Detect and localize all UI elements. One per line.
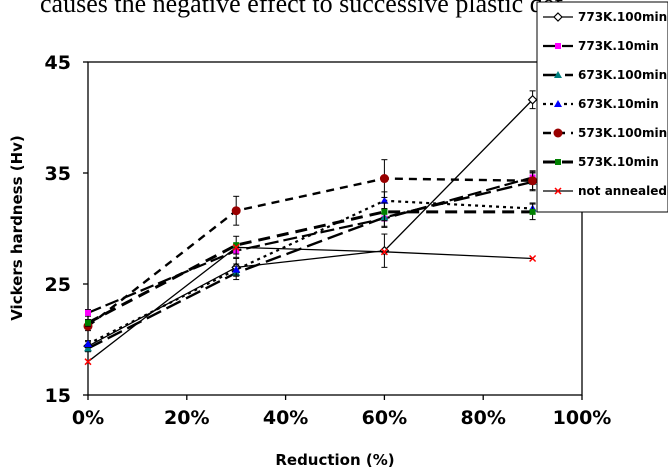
x-tick-label: 0% [72,407,104,429]
series-line [87,246,533,363]
data-point [85,319,91,326]
legend-item: 773K.100min [543,10,667,24]
x-tick-label: 40% [263,407,308,429]
data-point [527,94,538,105]
legend-label: 673K.100min [578,68,667,82]
series-not annealed [84,243,537,366]
legend-item: 573K.10min [543,155,659,169]
legend-item: not annealed [543,184,667,198]
legend-marker [554,100,562,107]
legend-marker [555,159,561,165]
axis-ticks: 15 25 35 45 0% 20% 40% 60% 80% 100% [45,52,612,429]
data-point [528,176,538,186]
data-point [233,242,240,249]
series-line [87,199,533,345]
plot-area [87,61,583,396]
legend-label: 773K.10min [578,39,659,53]
legend-marker [555,43,561,49]
series-line [87,180,533,350]
legend-marker [554,71,562,78]
data-point [381,208,388,215]
x-tick-label: 20% [164,407,209,429]
legend-item: 773K.10min [543,39,659,53]
legend-marker [553,128,563,138]
series-line [87,99,534,347]
legend-label: 573K.10min [578,155,659,169]
legend-label: not annealed [578,184,667,198]
legend-marker [553,12,563,22]
series-line [87,177,533,328]
series-line [87,210,533,325]
series-573K.10min [85,202,536,327]
x-tick-label: 100% [553,407,612,429]
x-axis-title: Reduction (%) [275,451,394,469]
caption-fragment: causes the negative effect to successive… [40,0,563,18]
y-tick-label: 45 [45,52,71,74]
x-tick-label: 80% [460,407,505,429]
data-point [85,309,91,316]
legend-label: 673K.10min [578,97,659,111]
data-point [379,174,389,184]
legend-label: 573K.100min [578,126,667,140]
legend-label: 773K.100min [578,10,667,24]
series-layer [83,90,538,366]
data-point [529,254,537,263]
legend-item: 673K.10min [543,97,659,111]
series-773K.100min [83,90,538,352]
y-tick-label: 25 [45,274,71,296]
data-point [84,358,92,366]
y-tick-label: 35 [45,163,71,185]
data-point [380,196,389,204]
data-point [232,243,240,251]
data-point [232,265,241,273]
data-point [84,344,92,352]
y-axis-title: Vickers hardness (Hv) [8,135,26,321]
data-point [231,206,241,216]
data-point [380,248,388,256]
y-tick-label: 15 [45,385,71,407]
legend-item: 573K.100min [543,126,667,140]
data-point [529,208,536,215]
x-tick-label: 60% [362,407,407,429]
legend-marker [554,187,562,195]
legend: 773K.100min 773K.10min 673K.100min 673K.10m… [536,1,668,213]
data-point [84,339,92,347]
legend-item: 673K.100min [543,68,667,82]
